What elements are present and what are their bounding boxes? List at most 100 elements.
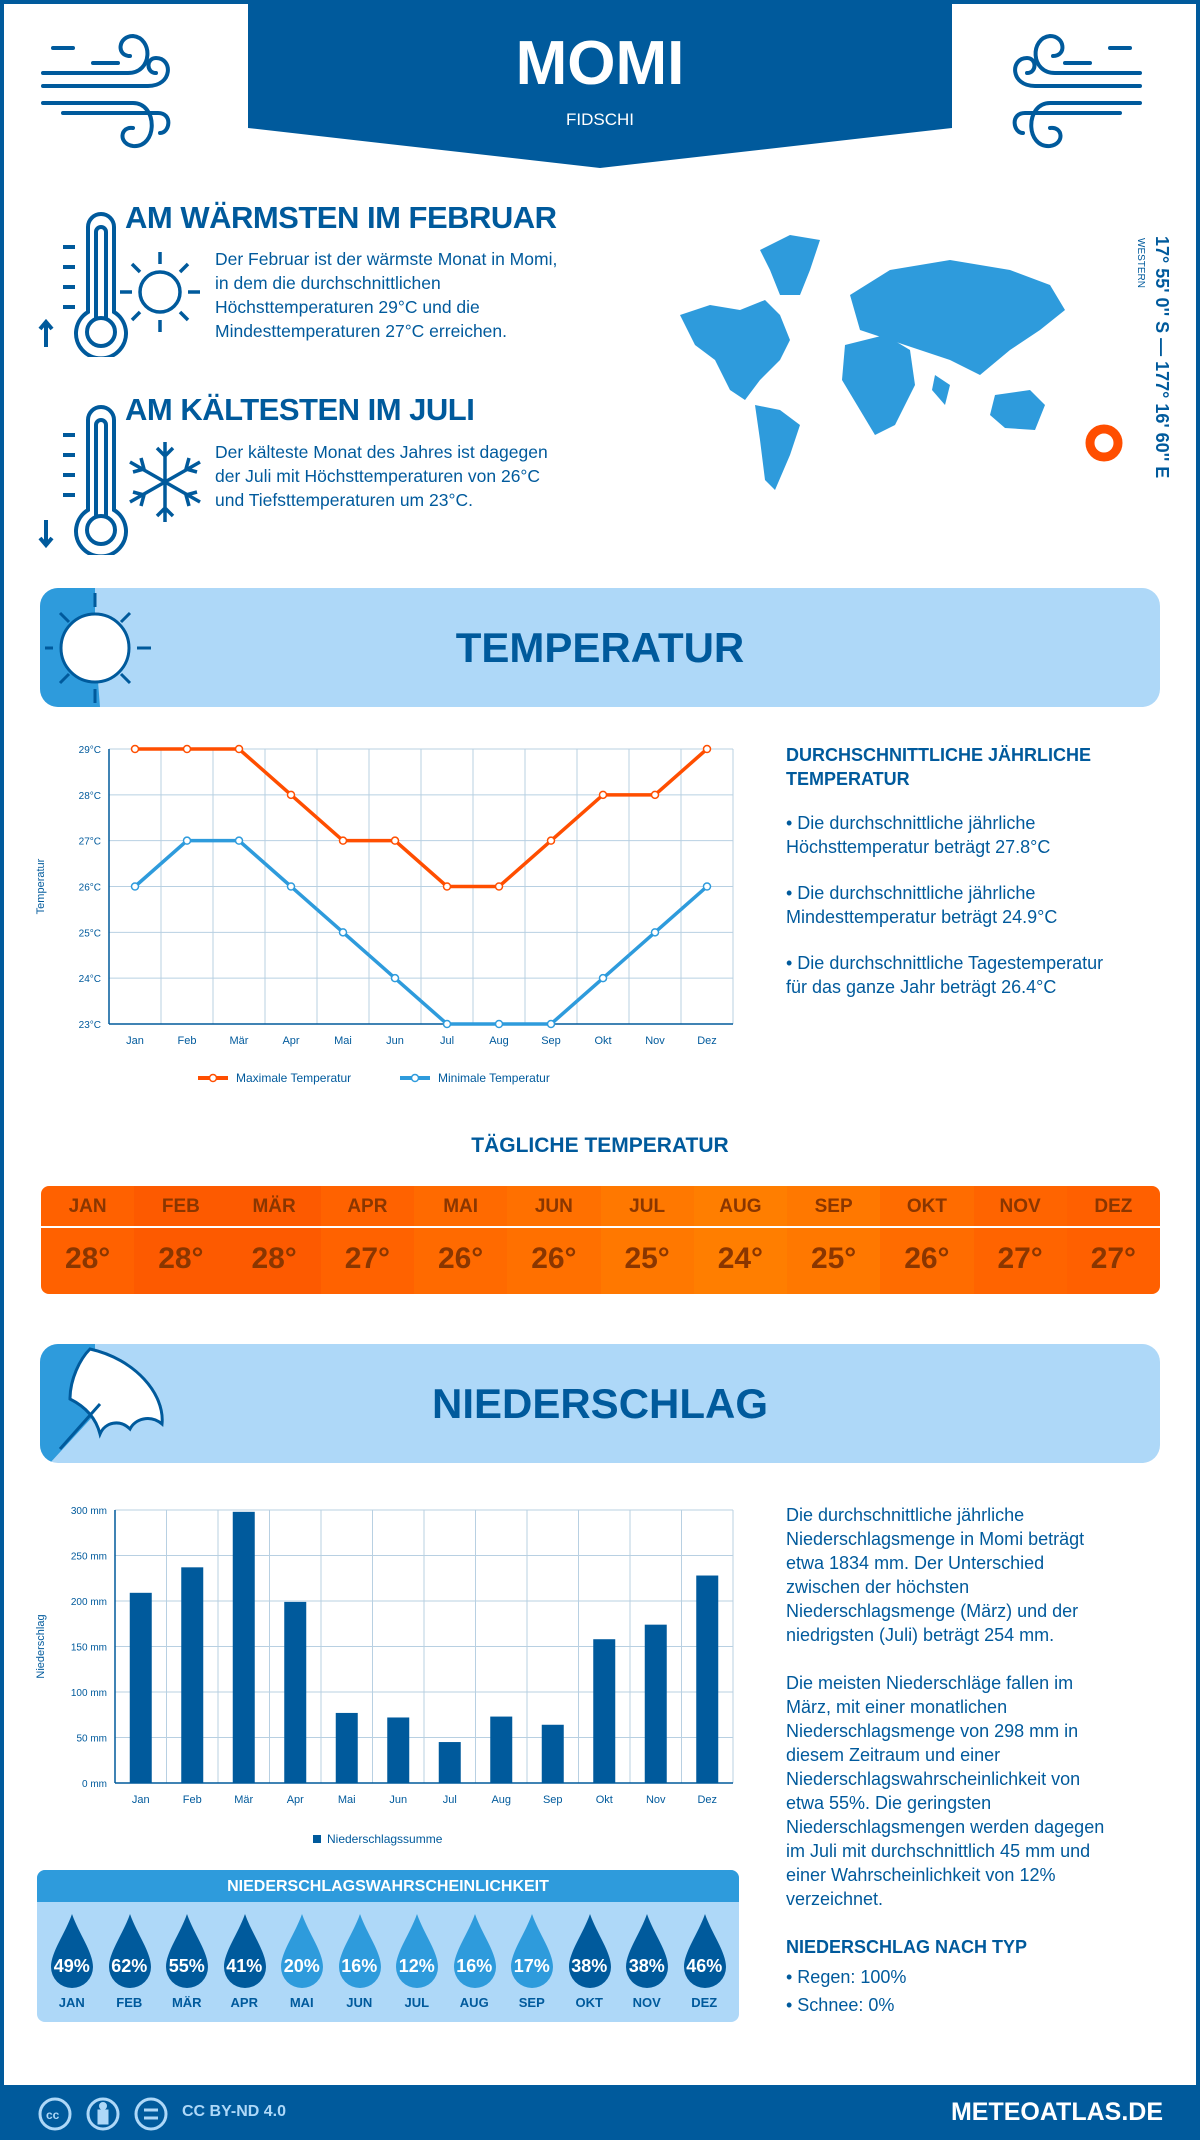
precipitation-banner: NIEDERSCHLAG [40, 1344, 1160, 1463]
daily-temp-cell: MÄR 28° [227, 1186, 321, 1294]
daily-month: APR [347, 1196, 388, 1217]
raindrop-icon [568, 1914, 611, 1988]
precip-probability-panel: NIEDERSCHLAGSWAHRSCHEINLICHKEIT 49% JAN 62… [37, 1870, 739, 2022]
precip-bar [541, 1724, 564, 1783]
data-point [390, 836, 400, 845]
y-tick-label: 100 mm [71, 1688, 107, 1699]
raindrop-icon [338, 1914, 381, 1988]
daily-temp-value: 27° [997, 1242, 1043, 1275]
daily-temp-cell: NOV 27° [973, 1186, 1067, 1294]
x-tick-label: Mai [334, 1035, 352, 1047]
y-tick-label: 50 mm [76, 1734, 107, 1745]
y-tick-label: 23°C [79, 1020, 101, 1031]
probability-value: 38% [628, 1956, 665, 1976]
raindrop-icon [223, 1914, 266, 1988]
country-subtitle: FIDSCHI [566, 110, 634, 129]
temperature-banner: TEMPERATUR [40, 588, 1160, 707]
raindrop-icon [281, 1914, 323, 1988]
footer: cc CC BY-ND 4.0 METEOATLAS.DE [0, 2085, 1200, 2140]
probability-month: APR [230, 1995, 258, 2010]
precip-bar [438, 1742, 461, 1783]
cold-text-line: der Juli mit Höchsttemperaturen von 26°C [215, 466, 541, 486]
data-point [650, 790, 660, 800]
x-tick-label: Aug [491, 1794, 511, 1806]
daily-temp-cell: JUL 25° [600, 1186, 694, 1294]
probability-month: MÄR [171, 1995, 202, 2010]
wind-icon [41, 33, 171, 148]
bullet-min: • Die durchschnittliche jährliche Mindest… [786, 881, 1176, 929]
precip-bar [490, 1716, 513, 1783]
daily-temp-value: 25° [624, 1242, 670, 1275]
daily-month: AUG [719, 1196, 762, 1217]
x-tick-label: Aug [489, 1035, 509, 1047]
probability-value: 16% [456, 1956, 493, 1976]
y-tick-label: 250 mm [71, 1552, 107, 1563]
x-tick-label: Nov [645, 1035, 665, 1047]
raindrop-icon [453, 1914, 496, 1988]
probability-month: NOV [632, 1995, 661, 2010]
para-line: Niederschlagsmenge von 298 mm in [786, 1721, 1079, 1741]
data-point [702, 744, 712, 754]
precipitation-chart: 0 mm 50 mm 100 mm 150 mm 200 mm 250 mm 300 mm J… [35, 1506, 734, 1846]
x-tick-label: Feb [183, 1794, 202, 1806]
raindrop-icon [626, 1914, 668, 1988]
precip-type-snow: • Schnee: 0% [786, 1995, 895, 2015]
wind-icon [1012, 33, 1142, 148]
probability-value: 20% [283, 1956, 320, 1976]
legend-label: Minimale Temperatur [438, 1071, 550, 1085]
daily-temp-cell: DEZ 27° [1066, 1186, 1160, 1294]
warm-text-line: in dem die durchschnittlichen [215, 273, 441, 293]
bullet-line: Höchsttemperatur beträgt 27.8°C [786, 837, 1051, 857]
bullet-line: • Die durchschnittliche jährliche [786, 813, 1036, 833]
y-tick-label: 0 mm [82, 1779, 107, 1790]
data-point [338, 836, 348, 845]
probability-drop: 38% NOV [618, 1902, 676, 2020]
data-point [494, 882, 504, 891]
probability-month: AUG [459, 1995, 489, 2010]
para-line: Die meisten Niederschläge fallen im [786, 1673, 1074, 1693]
precip-bar [593, 1639, 616, 1783]
bullet-line: • Die durchschnittliche Tagestemperatur [786, 953, 1104, 973]
site-link[interactable]: METEOATLAS.DE [950, 2098, 1163, 2126]
warm-text-line: Höchsttemperaturen 29°C und die [215, 297, 480, 317]
para-line: etwa 55%. Die geringsten [786, 1793, 992, 1813]
probability-month: DEZ [691, 1995, 718, 2010]
probability-value: 38% [571, 1956, 608, 1976]
probability-heading: NIEDERSCHLAGSWAHRSCHEINLICHKEIT [37, 1870, 739, 1902]
daily-temp-cell: APR 27° [320, 1186, 414, 1294]
para-line: niedrigsten (Juli) beträgt 254 mm. [786, 1625, 1055, 1645]
probability-month: OKT [575, 1995, 603, 2010]
warm-text-line: Mindesttemperaturen 27°C erreichen. [215, 321, 508, 341]
probability-value: 49% [53, 1956, 90, 1976]
x-tick-label: Okt [594, 1035, 611, 1047]
probability-value: 46% [686, 1956, 723, 1976]
y-tick-label: 300 mm [71, 1506, 107, 1517]
x-tick-label: Mai [338, 1794, 356, 1806]
para-line: verzeichnet. [786, 1889, 884, 1909]
title-banner [248, 0, 952, 168]
data-point [702, 882, 712, 891]
location-marker-icon [1085, 424, 1123, 462]
x-tick-label: Apr [287, 1794, 304, 1806]
precip-type-heading: NIEDERSCHLAG NACH TYP [786, 1937, 1028, 1957]
para-line: diesem Zeitraum und einer [786, 1745, 1001, 1765]
legend-marker [410, 1073, 420, 1083]
warm-text-line: Der Februar ist der wärmste Monat in Mom… [215, 249, 558, 269]
data-point [494, 1019, 504, 1029]
daily-temp-value: 26° [437, 1242, 484, 1275]
y-tick-label: 200 mm [71, 1597, 107, 1608]
legend-label: Niederschlagssumme [327, 1832, 443, 1846]
probability-drop: 17% SEP [503, 1902, 561, 2020]
daily-temp-heading: TÄGLICHE TEMPERATUR [471, 1134, 729, 1157]
x-tick-label: Feb [178, 1035, 197, 1047]
x-tick-label: Okt [596, 1794, 613, 1806]
data-point [546, 836, 556, 845]
divider [41, 1226, 1160, 1228]
para-line: März, mit einer monatlichen [786, 1697, 1008, 1717]
precip-type-rain: • Regen: 100% [786, 1967, 907, 1987]
precip-bar [181, 1567, 204, 1783]
daily-temp-value: 28° [64, 1242, 111, 1275]
probability-month: JUL [404, 1995, 430, 2010]
precipitation-title: NIEDERSCHLAG [431, 1380, 769, 1427]
x-tick-label: Mär [230, 1035, 249, 1047]
